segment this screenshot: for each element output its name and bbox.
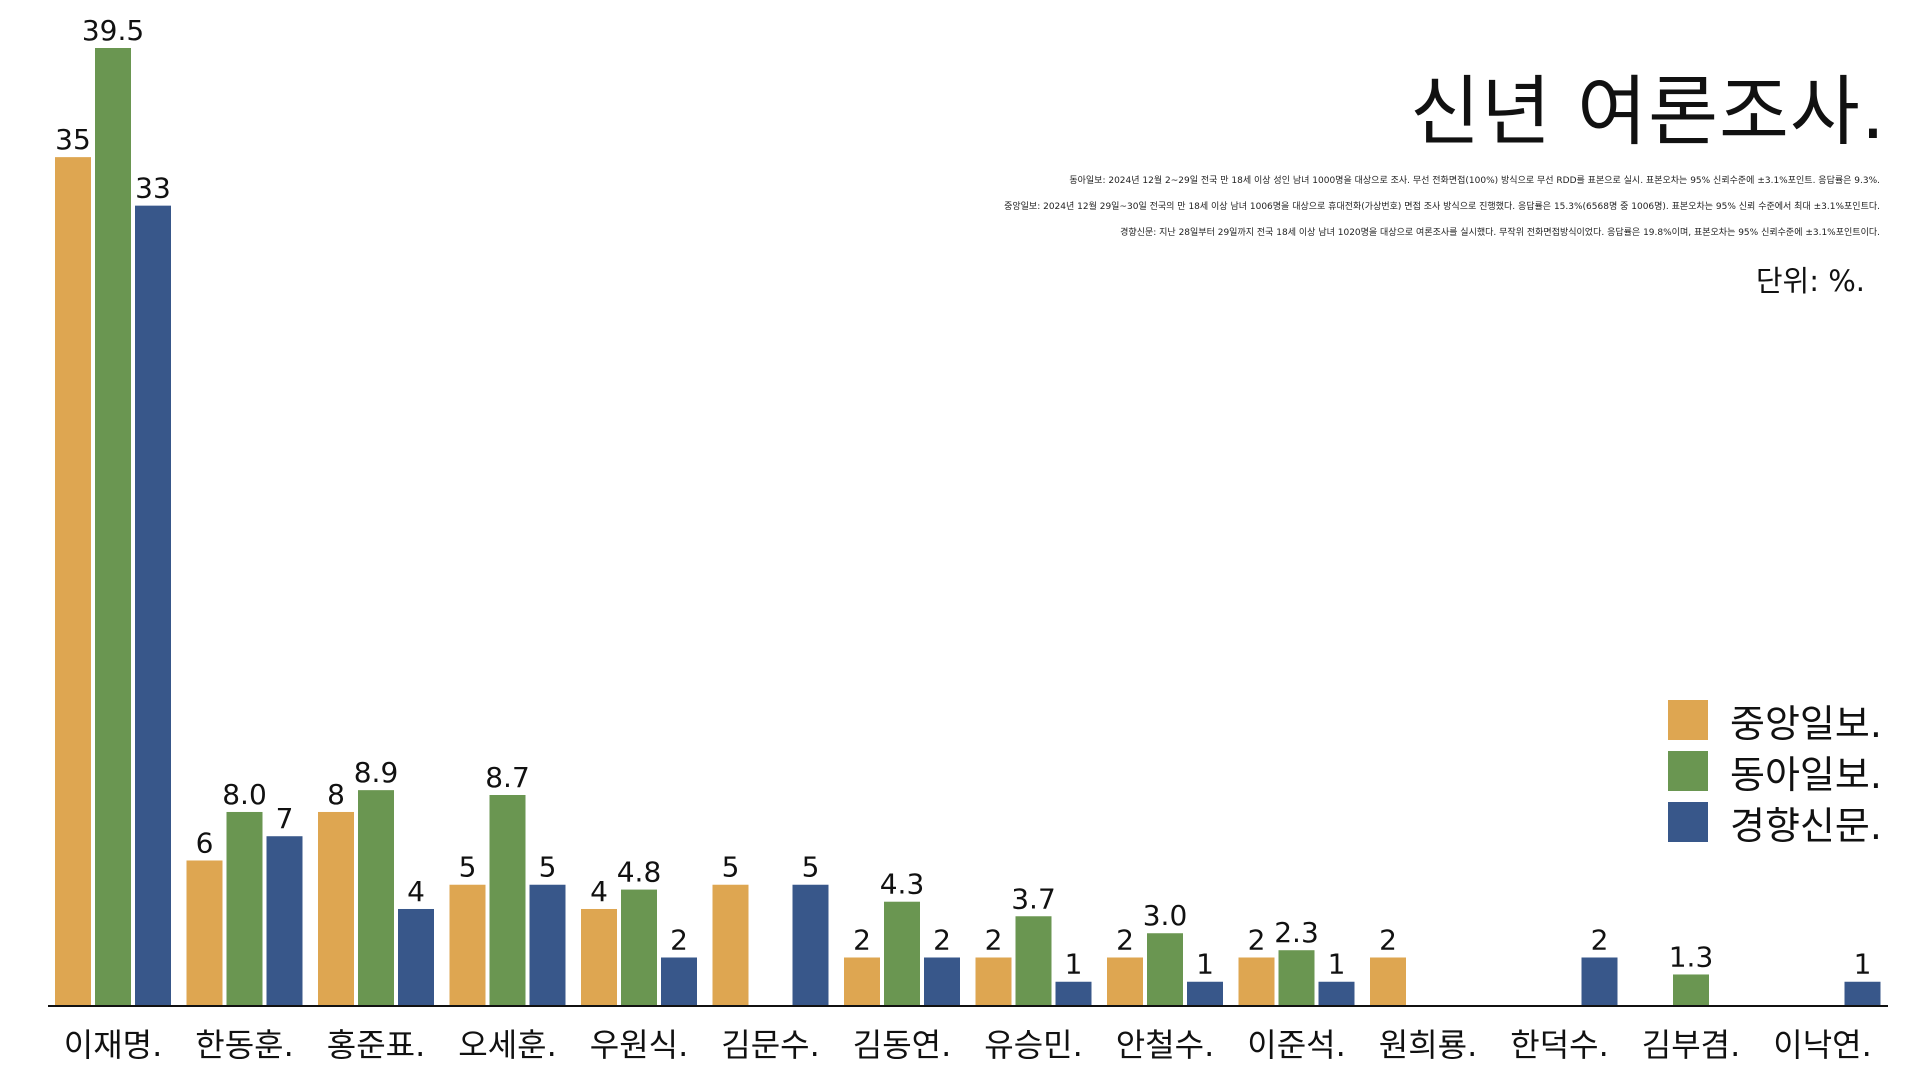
category-labels: 이재명. 한동훈. 홍준표. 오세훈. 우원식. 김문수. 김동연. 유승민. 안철수. 이준석.…: [64, 1026, 1872, 1064]
bar-value-label: 1.3: [1669, 940, 1714, 973]
bar-value-label: 2: [1248, 923, 1266, 956]
bar-joongang: [844, 957, 880, 1006]
bar-value-label: 39.5: [82, 14, 144, 47]
bar-joongang: [712, 884, 749, 1006]
bar-kyunghyang: [398, 908, 434, 1006]
legend-label-donga: 동아일보.: [1730, 752, 1882, 797]
category-label: 이준석.: [1247, 1026, 1346, 1064]
bar-joongang: [55, 157, 91, 1007]
legend-label-kyunghyang: 경향신문.: [1730, 803, 1882, 848]
bar-kyunghyang: [135, 205, 171, 1006]
bar-value-label: 5: [722, 851, 740, 884]
bar-value-label: 2: [933, 923, 951, 956]
bar-donga: [358, 790, 394, 1006]
bar-kyunghyang: [924, 957, 960, 1006]
bar-value-label: 1: [1328, 948, 1346, 981]
category-label: 우원식.: [590, 1026, 689, 1064]
category-label: 이재명.: [64, 1026, 163, 1064]
legend-item-donga: 동아일보.: [1668, 751, 1882, 797]
legend-swatch-donga: [1668, 751, 1708, 791]
bar-joongang: [186, 860, 223, 1006]
bar-joongang: [581, 908, 617, 1006]
bar-donga: [95, 48, 131, 1006]
bar-value-label: 2: [1116, 923, 1134, 956]
bar-joongang: [1370, 957, 1406, 1006]
survey-note-kyunghyang: 경향신문: 지난 28일부터 29일까지 전국 18세 이상 남녀 1020명을…: [1120, 228, 1880, 238]
bar-donga: [1015, 916, 1052, 1006]
bar-donga: [884, 901, 920, 1006]
legend-item-joongang: 중앙일보.: [1668, 700, 1882, 746]
category-label: 오세훈.: [458, 1026, 557, 1064]
category-label: 유승민.: [984, 1026, 1083, 1064]
bar-value-label: 2: [853, 923, 871, 956]
bar-value-label: 1: [1854, 948, 1872, 981]
bar-value-label: 5: [802, 851, 820, 884]
bar-donga: [489, 794, 526, 1006]
bar-value-label: 5: [539, 851, 557, 884]
bar-value-label: 4: [407, 875, 425, 908]
bar-value-label: 8: [327, 778, 345, 811]
chart-title: 신년 여론조사.: [1410, 67, 1886, 156]
category-label: 한덕수.: [1510, 1026, 1609, 1064]
bar-value-label: 8.7: [485, 761, 530, 794]
bar-joongang: [318, 811, 354, 1006]
bar-joongang: [1107, 957, 1143, 1006]
bar-kyunghyang: [529, 884, 566, 1006]
bar-value-label: 1: [1065, 948, 1083, 981]
survey-notes: 동아일보: 2024년 12월 2~29일 전국 만 18세 이상 성인 남녀 …: [1004, 168, 1880, 246]
bar-kyunghyang: [792, 884, 829, 1006]
legend: 중앙일보. 동아일보. 경향신문.: [1668, 700, 1882, 853]
survey-note-joongang: 중앙일보: 2024년 12월 29일~30일 전국의 만 18세 이상 남녀 …: [1004, 202, 1880, 212]
bar-value-label: 33: [135, 172, 171, 205]
legend-item-kyunghyang: 경향신문.: [1668, 802, 1882, 848]
bar-kyunghyang: [1581, 957, 1618, 1006]
category-label: 김문수.: [721, 1026, 820, 1064]
bar-value-label: 4.8: [617, 856, 662, 889]
bar-value-label: 8.0: [222, 778, 267, 811]
bar-joongang: [975, 957, 1012, 1006]
bar-joongang: [1238, 957, 1275, 1006]
bar-kyunghyang: [1187, 981, 1223, 1006]
legend-swatch-kyunghyang: [1668, 802, 1708, 842]
bar-value-label: 8.9: [354, 756, 399, 789]
bar-value-label: 35: [55, 123, 91, 156]
bar-value-label: 5: [459, 851, 477, 884]
bar-donga: [1278, 950, 1315, 1006]
survey-note-donga: 동아일보: 2024년 12월 2~29일 전국 만 18세 이상 성인 남녀 …: [1069, 176, 1880, 186]
bar-joongang: [449, 884, 486, 1006]
bar-donga: [226, 811, 263, 1006]
bar-kyunghyang: [1318, 981, 1355, 1006]
bar-kyunghyang: [661, 957, 697, 1006]
bar-value-label: 2.3: [1274, 916, 1319, 949]
bar-value-label: 7: [276, 802, 294, 835]
bar-value-label: 1: [1196, 948, 1214, 981]
bar-value-label: 3.7: [1011, 882, 1056, 915]
category-label: 김부겸.: [1642, 1026, 1741, 1064]
bar-kyunghyang: [266, 836, 303, 1006]
category-label: 이낙연.: [1773, 1026, 1872, 1064]
category-label: 김동연.: [853, 1026, 952, 1064]
category-label: 한동훈.: [195, 1026, 294, 1064]
bar-value-label: 3.0: [1143, 899, 1188, 932]
legend-swatch-joongang: [1668, 700, 1708, 740]
category-label: 안철수.: [1116, 1026, 1215, 1064]
bar-kyunghyang: [1055, 981, 1092, 1006]
bar-value-label: 6: [196, 826, 214, 859]
bar-donga: [621, 889, 657, 1006]
category-label: 원희룡.: [1379, 1026, 1478, 1064]
category-label: 홍준표.: [327, 1026, 426, 1064]
bar-value-label: 4: [590, 875, 608, 908]
bar-value-label: 2: [670, 923, 688, 956]
legend-label-joongang: 중앙일보.: [1730, 701, 1882, 746]
bar-donga: [1673, 974, 1709, 1006]
bar-value-label: 4.3: [880, 868, 925, 901]
unit-label: 단위: %.: [1755, 264, 1865, 298]
bar-donga: [1147, 933, 1183, 1006]
bar-value-label: 2: [1379, 923, 1397, 956]
bar-value-label: 2: [1591, 923, 1609, 956]
bar-kyunghyang: [1844, 981, 1881, 1006]
bar-value-label: 2: [985, 923, 1003, 956]
